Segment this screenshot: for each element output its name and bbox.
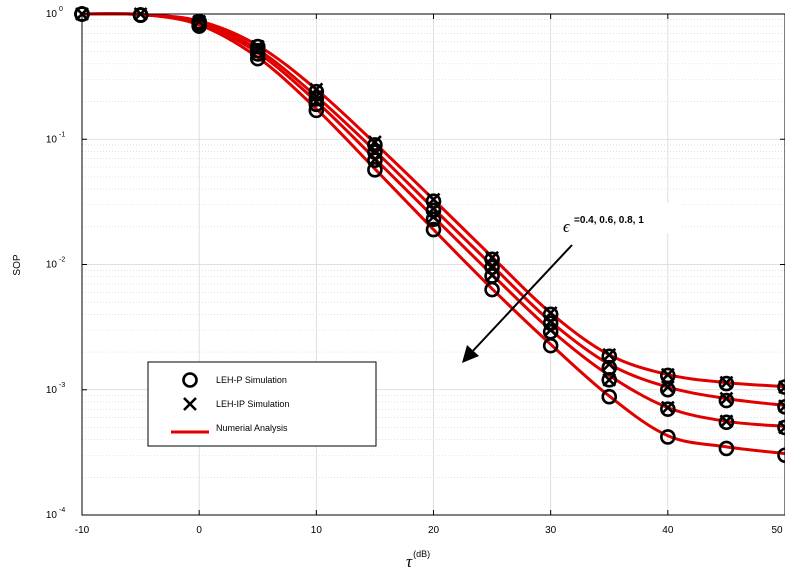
leh-p-marker: [718, 440, 735, 457]
x-tick-label: 30: [545, 525, 557, 536]
leh-ip-marker: [367, 135, 382, 149]
leh-ip-marker: [660, 380, 675, 395]
leh-p-marker: [660, 367, 676, 384]
leh-p-marker: [367, 162, 383, 178]
leh-p-marker: [132, 7, 149, 23]
x-tick-label: 20: [428, 525, 440, 536]
leh-ip-marker: [543, 306, 558, 320]
leh-ip-marker: [719, 375, 734, 390]
leh-p-marker: [777, 447, 785, 464]
leh-p-marker: [308, 102, 325, 119]
y-tick-label: 10: [46, 9, 58, 20]
leh-p-marker: [660, 429, 676, 445]
leh-ip-marker: [250, 43, 265, 58]
leh-p-marker: [777, 419, 785, 436]
x-axis-label: τ(dB): [406, 549, 430, 571]
y-tick-label: 10: [46, 260, 58, 271]
leh-p-marker: [425, 221, 442, 238]
legend: LEH-P Simulation LEH-IP Simulation Numer…: [147, 361, 377, 447]
annotation-arrowhead: [462, 345, 479, 363]
leh-p-marker: [601, 359, 618, 376]
legend-label-analysis: Numerial Analysis: [216, 423, 288, 433]
leh-ip-marker: [778, 380, 785, 395]
y-axis-label: SOP: [12, 254, 23, 275]
epsilon-values: =0.4, 0.6, 0.8, 1: [574, 215, 644, 226]
x-axis-symbol: τ: [406, 552, 413, 571]
leh-ip-marker: [602, 347, 617, 362]
leh-p-marker: [249, 38, 266, 55]
leh-ip-marker: [485, 250, 500, 265]
y-tick-exponent: -3: [59, 382, 65, 389]
leh-ip-marker: [602, 372, 617, 387]
leh-p-marker: [718, 414, 735, 431]
y-tick-label: 10: [46, 385, 58, 396]
leh-p-marker: [308, 91, 325, 107]
y-tick-exponent: -4: [59, 507, 65, 514]
x-tick-label: 50: [771, 525, 783, 536]
legend-label-leh-ip: LEH-IP Simulation: [216, 399, 289, 409]
leh-ip-marker: [309, 82, 324, 97]
y-tick-label: 10: [46, 134, 58, 145]
leh-p-marker: [484, 268, 500, 284]
leh-ip-marker: [192, 14, 207, 29]
leh-ip-marker: [660, 400, 675, 415]
epsilon-annotation: ϵ =0.4, 0.6, 0.8, 1: [462, 203, 681, 363]
leh-p-marker: [777, 379, 785, 395]
leh-p-marker: [718, 375, 735, 392]
simulation-markers: [74, 6, 785, 464]
leh-ip-marker: [309, 94, 324, 109]
leh-ip-marker: [426, 192, 441, 207]
x-tick-label: -10: [75, 525, 90, 536]
leh-p-marker: [425, 211, 442, 227]
leh-ip-marker: [719, 391, 734, 406]
x-tick-label: 40: [662, 525, 674, 536]
y-tick-label: 10: [46, 510, 58, 521]
leh-p-marker: [660, 401, 676, 417]
x-tick-label: 10: [311, 525, 323, 536]
legend-cross-marker: [183, 397, 197, 411]
y-tick-exponent: 0: [59, 6, 63, 13]
leh-ip-marker: [660, 367, 675, 382]
legend-circle-marker: [182, 372, 198, 388]
leh-ip-marker: [719, 414, 734, 429]
legend-entry-line: Numerial Analysis: [171, 423, 288, 434]
legend-label-leh-p: LEH-P Simulation: [216, 375, 287, 385]
leh-ip-marker: [778, 399, 785, 414]
legend-entry-cross: LEH-IP Simulation: [183, 397, 289, 411]
x-axis-unit: (dB): [413, 549, 430, 559]
leh-p-marker: [601, 388, 618, 405]
annotation-arrow: [469, 244, 573, 355]
x-tick-label: 0: [196, 525, 202, 536]
leh-p-marker: [777, 399, 785, 415]
leh-p-marker: [542, 324, 559, 340]
epsilon-symbol: ϵ: [563, 217, 571, 236]
legend-entry-circle: LEH-P Simulation: [182, 372, 287, 388]
leh-ip-marker: [250, 39, 265, 54]
y-tick-exponent: -1: [59, 131, 65, 138]
y-tick-exponent: -2: [59, 257, 65, 264]
leh-ip-marker: [778, 420, 785, 435]
leh-p-marker: [718, 392, 735, 409]
leh-p-marker: [367, 152, 383, 169]
